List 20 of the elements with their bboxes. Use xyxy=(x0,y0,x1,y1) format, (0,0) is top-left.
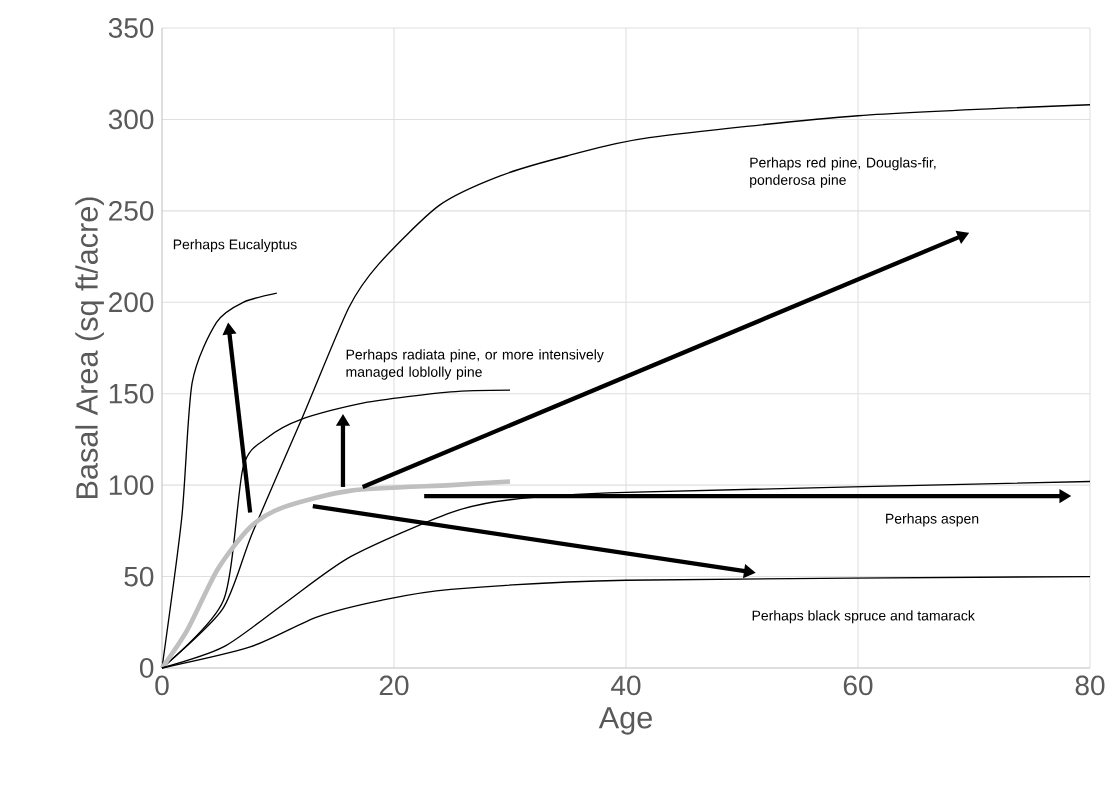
y-tick-label: 150 xyxy=(109,383,154,404)
y-tick-label: 200 xyxy=(109,292,154,313)
y-axis-title: Basal Area (sq ft/acre) xyxy=(75,197,104,499)
annotation: Perhaps aspen xyxy=(886,513,979,527)
y-tick-label: 0 xyxy=(139,658,154,678)
annotation: Perhaps black spruce and tamarack xyxy=(752,610,975,624)
y-tick-label: 50 xyxy=(124,566,154,587)
x-tick-label: 0 xyxy=(155,675,169,696)
annotation: Perhaps Eucalyptus xyxy=(173,239,297,253)
y-tick-label: 350 xyxy=(108,18,154,38)
x-tick-label: 40 xyxy=(611,675,641,696)
x-tick-label: 60 xyxy=(843,675,873,696)
annotation: Perhaps radiata pine, or more intensively managed loblolly pine xyxy=(346,349,604,380)
x-tick-label: 80 xyxy=(1075,675,1105,696)
y-tick-label: 100 xyxy=(109,475,154,496)
x-tick-label: 20 xyxy=(379,675,409,696)
y-tick-label: 300 xyxy=(108,109,154,130)
y-tick-label: 250 xyxy=(109,200,154,221)
x-axis-title: Age xyxy=(598,707,652,735)
annotation: Perhaps red pine, Douglas-fir, ponderosa pine xyxy=(750,157,936,188)
